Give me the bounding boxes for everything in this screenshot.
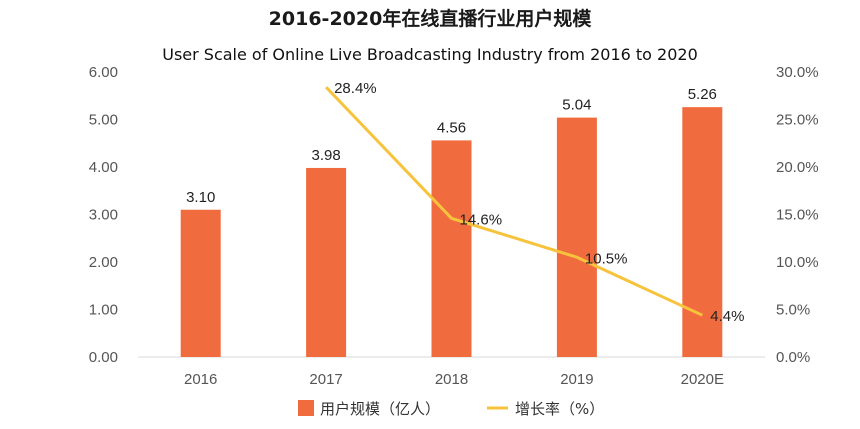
x-tick-label: 2017 <box>309 371 342 388</box>
y-left-tick-label: 4.00 <box>89 159 118 176</box>
line-data-label: 28.4% <box>334 80 377 97</box>
x-tick-label: 2019 <box>560 371 593 388</box>
y-left-tick-label: 0.00 <box>89 349 118 366</box>
bar <box>306 167 347 357</box>
bar <box>556 117 597 357</box>
bar <box>682 107 723 358</box>
x-tick-label: 2016 <box>184 371 217 388</box>
bar-data-label: 4.56 <box>437 119 466 136</box>
legend-bar-label: 用户规模（亿人） <box>320 400 440 418</box>
bar-data-label: 3.98 <box>311 147 340 164</box>
y-right-tick-label: 30.0% <box>776 64 819 81</box>
y-right-tick-label: 10.0% <box>776 254 819 271</box>
y-right-tick-label: 15.0% <box>776 207 819 224</box>
line-data-label: 14.6% <box>460 211 503 228</box>
line-data-label: 10.5% <box>585 250 628 267</box>
chart-title: 2016-2020年在线直播行业用户规模 <box>268 8 592 30</box>
line-data-label: 4.4% <box>710 308 744 325</box>
bar-data-label: 5.04 <box>562 97 591 114</box>
y-left-tick-label: 2.00 <box>89 254 118 271</box>
legend-line-label: 增长率（%） <box>515 400 604 418</box>
bar-data-label: 5.26 <box>688 86 717 103</box>
bar <box>180 209 221 357</box>
chart-subtitle: User Scale of Online Live Broadcasting I… <box>162 45 698 64</box>
x-tick-label: 2018 <box>435 371 468 388</box>
y-right-tick-label: 20.0% <box>776 159 819 176</box>
x-tick-label: 2020E <box>681 371 724 388</box>
growth-rate-line <box>325 86 703 317</box>
bar-data-label: 3.10 <box>186 189 215 206</box>
y-right-tick-label: 5.0% <box>776 302 810 319</box>
y-right-tick-label: 25.0% <box>776 112 819 129</box>
y-left-tick-label: 3.00 <box>89 207 118 224</box>
y-left-tick-label: 1.00 <box>89 302 118 319</box>
legend-bar-swatch <box>298 400 314 416</box>
y-left-tick-label: 5.00 <box>89 112 118 129</box>
y-left-tick-label: 6.00 <box>89 64 118 81</box>
bar <box>431 140 472 357</box>
y-right-tick-label: 0.0% <box>776 349 810 366</box>
